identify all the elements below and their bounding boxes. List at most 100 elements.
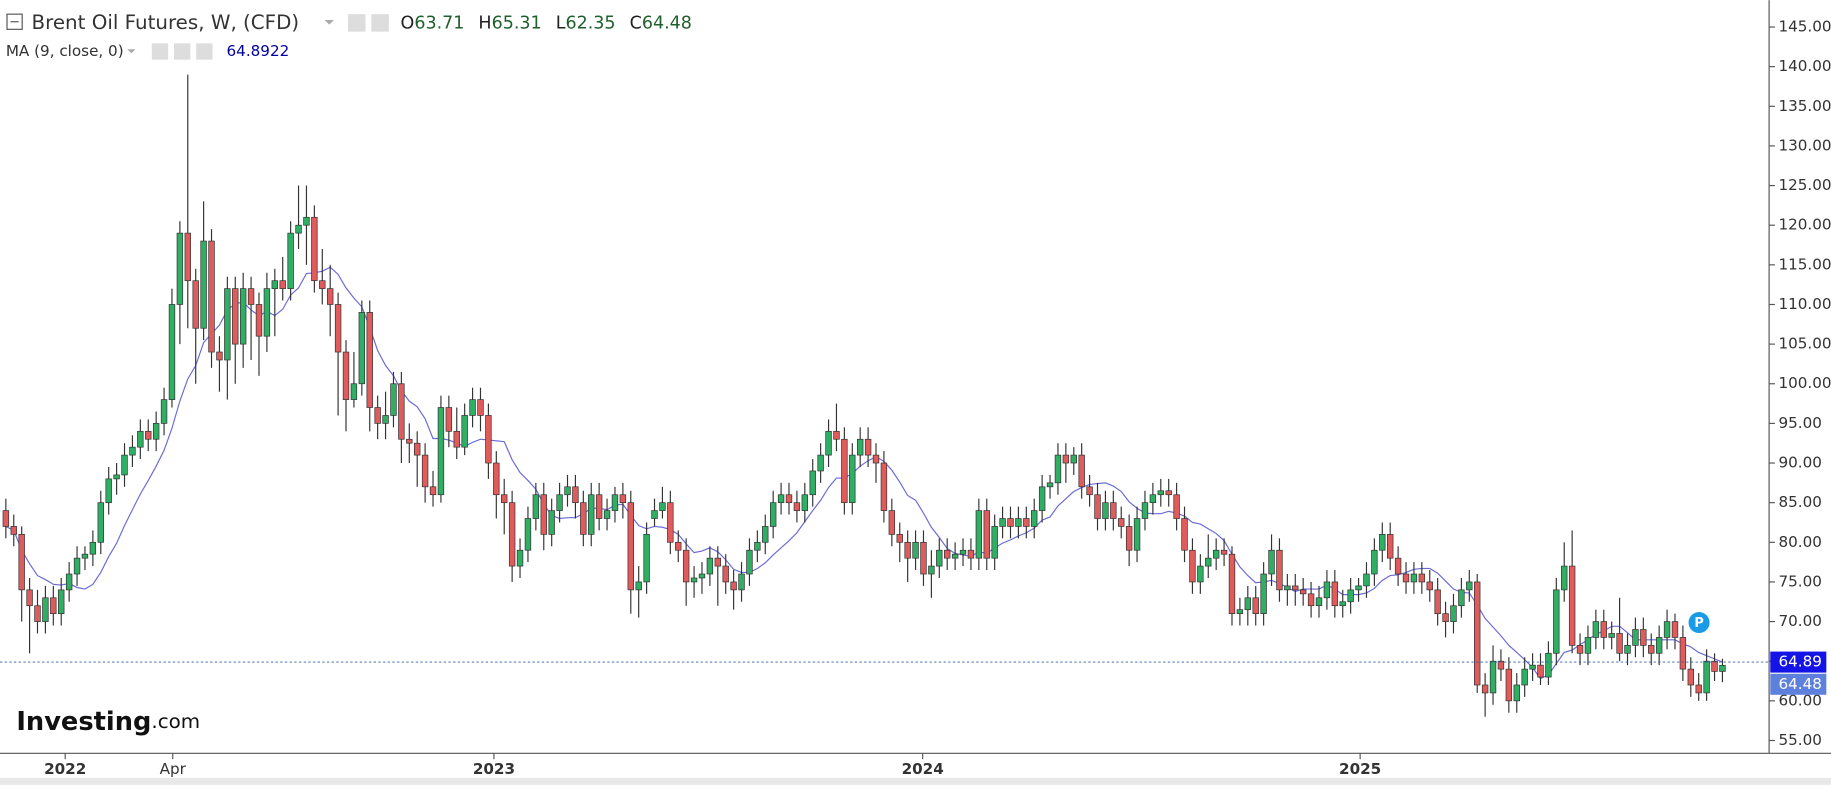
candle-body [722,565,729,583]
collapse-icon[interactable] [6,13,23,30]
candle-body [1371,549,1378,575]
candle-body [1252,597,1259,614]
candle-body [34,605,41,622]
candle-body [769,502,777,527]
candle-body [1292,585,1299,591]
settings-icon[interactable] [371,14,389,32]
candle-body [414,442,421,456]
candle-body [1181,518,1188,551]
candle-body [1149,494,1157,504]
candle-body [1402,573,1410,583]
close-icon[interactable] [196,43,213,60]
candle-body [651,510,658,519]
y-tick-label: 100.00 [1778,374,1831,392]
settings-icon[interactable] [173,43,191,60]
candle-body [864,438,872,456]
candle-body [1007,518,1014,527]
candle-body [295,224,302,234]
candle-body [667,502,674,543]
candle-body [785,494,793,504]
candle-body [1592,621,1600,638]
event-marker[interactable] [1688,612,1710,634]
candle-body [129,446,136,456]
candle-body [928,565,935,575]
candle-body [121,454,128,476]
candle-body [81,553,89,559]
candle-body [1568,565,1576,646]
y-tick-label: 70.00 [1778,612,1821,630]
candle-body [967,549,975,559]
candle-body [1339,601,1346,607]
candle-body [1521,668,1528,686]
candle-body [279,280,286,289]
candle-body [951,553,959,559]
candle-body [564,486,571,496]
candle-body [1125,526,1133,551]
candle-body [659,502,666,511]
x-tick-label: 2025 [1339,760,1381,778]
y-tick-label: 105.00 [1778,335,1831,353]
event-marker-label: P [1694,616,1703,631]
ma-line [5,266,1723,680]
dropdown-arrow[interactable] [324,19,334,25]
eye-icon[interactable] [151,43,169,60]
candle-body [1054,454,1062,484]
candle-body [904,541,911,559]
eye-icon[interactable] [347,14,366,32]
candle-body [1284,585,1291,591]
candle-body [944,549,951,559]
candle-body [619,494,627,504]
candle-body [1244,597,1252,611]
candle-body [1347,589,1354,603]
candle-body [1679,637,1687,670]
candle-body [437,407,445,496]
candle-body [1561,565,1568,591]
candle-body [1260,573,1267,614]
candle-body [572,486,579,504]
candle-body [936,549,943,567]
y-tick-label: 135.00 [1778,97,1831,115]
y-tick-label: 140.00 [1778,57,1831,75]
candle-body [643,534,650,583]
y-tick-label: 95.00 [1778,414,1821,432]
candle-body [1165,490,1172,496]
candle-body [97,502,104,543]
y-tick-label: 85.00 [1778,493,1821,511]
candle-body [1094,494,1101,519]
candle-body [588,494,595,535]
candle-body [1197,565,1204,583]
dropdown-arrow[interactable] [127,49,136,54]
candle-body [271,280,279,289]
candle-body [1671,621,1679,638]
candle-body [1394,557,1402,575]
candle-body [1331,581,1339,607]
candle-body [548,510,555,535]
candle-body [1102,502,1109,519]
ohlc-value: 64.48 [642,13,692,33]
candle-body [1118,518,1125,527]
candle-body [50,597,57,614]
candle-body [675,541,682,551]
watermark: Investing.com [16,706,200,736]
candle-body [1608,633,1615,638]
candle-body [26,589,33,607]
y-tick-label: 125.00 [1778,176,1831,194]
candle-body [595,494,603,519]
ma-last-value: 64.8922 [227,42,290,60]
candle-body [287,232,294,289]
candle-body [1038,486,1046,511]
candle-body [58,589,65,614]
candle-body [1703,660,1710,694]
candle-body [342,351,350,400]
candle-body [603,510,611,519]
candles [2,74,1726,717]
candle-body [746,549,753,575]
candle-body [1497,660,1505,670]
bottom-strip [0,777,1831,785]
candle-body [983,510,990,559]
candle-body [1110,502,1117,519]
y-tick-label: 75.00 [1778,572,1821,590]
candle-body [453,430,460,448]
candle-body [682,549,690,583]
